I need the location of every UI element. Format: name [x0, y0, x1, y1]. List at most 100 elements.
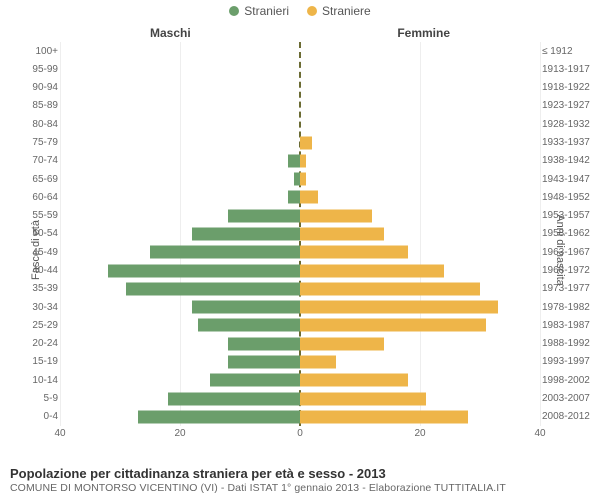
chart-subtitle: COMUNE DI MONTORSO VICENTINO (VI) - Dati… — [10, 482, 590, 494]
pyramid-row: 65-691943-1947 — [60, 170, 540, 188]
bar-male — [198, 319, 300, 332]
age-label: 55-59 — [24, 210, 58, 221]
legend-label-female: Straniere — [322, 4, 371, 18]
age-label: 80-84 — [24, 119, 58, 130]
age-label: 30-34 — [24, 302, 58, 313]
year-label: 1923-1927 — [542, 100, 596, 111]
year-label: 1983-1987 — [542, 320, 596, 331]
year-label: ≤ 1912 — [542, 46, 596, 57]
pyramid-row: 5-92003-2007 — [60, 389, 540, 407]
bar-male — [138, 410, 300, 423]
age-label: 70-74 — [24, 155, 58, 166]
side-title-male: Maschi — [150, 26, 191, 40]
bar-female — [300, 264, 444, 277]
year-label: 1968-1972 — [542, 265, 596, 276]
year-label: 1998-2002 — [542, 375, 596, 386]
age-label: 65-69 — [24, 174, 58, 185]
bar-male — [192, 301, 300, 314]
legend: Stranieri Straniere — [0, 0, 600, 18]
x-tick: 40 — [54, 428, 65, 439]
bar-female — [300, 227, 384, 240]
bar-male — [228, 337, 300, 350]
age-label: 50-54 — [24, 228, 58, 239]
age-label: 95-99 — [24, 64, 58, 75]
pyramid-row: 70-741938-1942 — [60, 152, 540, 170]
bar-female — [300, 392, 426, 405]
chart-area: 100+≤ 191295-991913-191790-941918-192285… — [60, 42, 540, 426]
year-label: 1928-1932 — [542, 119, 596, 130]
pyramid-row: 90-941918-1922 — [60, 79, 540, 97]
bar-female — [300, 282, 480, 295]
bar-female — [300, 355, 336, 368]
x-tick: 40 — [534, 428, 545, 439]
swatch-male — [229, 6, 239, 16]
x-tick: 20 — [414, 428, 425, 439]
age-label: 85-89 — [24, 100, 58, 111]
bar-female — [300, 337, 384, 350]
bar-female — [300, 374, 408, 387]
year-label: 1973-1977 — [542, 283, 596, 294]
bar-male — [192, 227, 300, 240]
bar-female — [300, 319, 486, 332]
bar-male — [288, 191, 300, 204]
year-label: 2008-2012 — [542, 411, 596, 422]
bar-male — [210, 374, 300, 387]
bar-male — [228, 209, 300, 222]
swatch-female — [307, 6, 317, 16]
year-label: 1963-1967 — [542, 247, 596, 258]
pyramid-row: 100+≤ 1912 — [60, 42, 540, 60]
age-label: 40-44 — [24, 265, 58, 276]
bar-female — [300, 410, 468, 423]
pyramid-chart: Stranieri Straniere Maschi Femmine Fasce… — [0, 0, 600, 500]
pyramid-row: 60-641948-1952 — [60, 188, 540, 206]
year-label: 1933-1937 — [542, 137, 596, 148]
bar-male — [150, 246, 300, 259]
pyramid-row: 75-791933-1937 — [60, 133, 540, 151]
pyramid-row: 85-891923-1927 — [60, 97, 540, 115]
x-tick: 0 — [297, 428, 303, 439]
pyramid-row: 45-491963-1967 — [60, 243, 540, 261]
bar-female — [300, 154, 306, 167]
pyramid-row: 10-141998-2002 — [60, 371, 540, 389]
age-label: 5-9 — [24, 393, 58, 404]
year-label: 1958-1962 — [542, 228, 596, 239]
age-label: 45-49 — [24, 247, 58, 258]
pyramid-row: 35-391973-1977 — [60, 280, 540, 298]
bar-female — [300, 191, 318, 204]
age-label: 20-24 — [24, 338, 58, 349]
bar-male — [288, 154, 300, 167]
year-label: 1918-1922 — [542, 82, 596, 93]
side-title-female: Femmine — [397, 26, 450, 40]
pyramid-row: 0-42008-2012 — [60, 408, 540, 426]
x-tick: 20 — [174, 428, 185, 439]
legend-label-male: Stranieri — [244, 4, 289, 18]
bar-male — [168, 392, 300, 405]
pyramid-row: 40-441968-1972 — [60, 261, 540, 279]
age-label: 0-4 — [24, 411, 58, 422]
age-label: 35-39 — [24, 283, 58, 294]
year-label: 1953-1957 — [542, 210, 596, 221]
year-label: 1988-1992 — [542, 338, 596, 349]
age-label: 60-64 — [24, 192, 58, 203]
bar-male — [126, 282, 300, 295]
pyramid-row: 55-591953-1957 — [60, 207, 540, 225]
age-label: 25-29 — [24, 320, 58, 331]
pyramid-row: 50-541958-1962 — [60, 225, 540, 243]
year-label: 1913-1917 — [542, 64, 596, 75]
age-label: 75-79 — [24, 137, 58, 148]
year-label: 1938-1942 — [542, 155, 596, 166]
bar-female — [300, 301, 498, 314]
pyramid-row: 80-841928-1932 — [60, 115, 540, 133]
legend-item-male: Stranieri — [229, 4, 289, 18]
age-label: 100+ — [24, 46, 58, 57]
bar-female — [300, 209, 372, 222]
bar-male — [228, 355, 300, 368]
pyramid-row: 95-991913-1917 — [60, 60, 540, 78]
pyramid-row: 30-341978-1982 — [60, 298, 540, 316]
year-label: 1948-1952 — [542, 192, 596, 203]
chart-footer: Popolazione per cittadinanza straniera p… — [10, 466, 590, 494]
year-label: 2003-2007 — [542, 393, 596, 404]
year-label: 1993-1997 — [542, 356, 596, 367]
pyramid-row: 25-291983-1987 — [60, 316, 540, 334]
year-label: 1978-1982 — [542, 302, 596, 313]
